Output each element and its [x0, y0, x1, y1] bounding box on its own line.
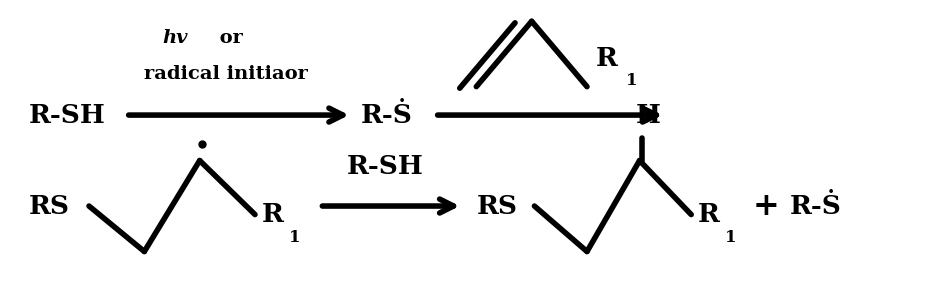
Text: R: R: [597, 46, 618, 71]
Text: +: +: [753, 191, 780, 222]
Text: RS: RS: [29, 193, 70, 218]
Text: 1: 1: [290, 229, 301, 246]
Text: H: H: [635, 102, 660, 128]
Text: R: R: [697, 202, 720, 227]
Text: R-Ṡ: R-Ṡ: [361, 102, 413, 128]
Text: or: or: [214, 29, 243, 47]
Text: R-SH: R-SH: [347, 154, 424, 179]
Text: radical initiaor: radical initiaor: [144, 65, 308, 83]
Text: 1: 1: [725, 229, 737, 246]
Text: R: R: [262, 202, 283, 227]
Text: R-Ṡ: R-Ṡ: [790, 193, 842, 218]
Text: hv: hv: [163, 29, 189, 47]
Text: R-SH: R-SH: [29, 102, 105, 128]
Text: 1: 1: [625, 73, 637, 90]
Text: RS: RS: [476, 193, 517, 218]
